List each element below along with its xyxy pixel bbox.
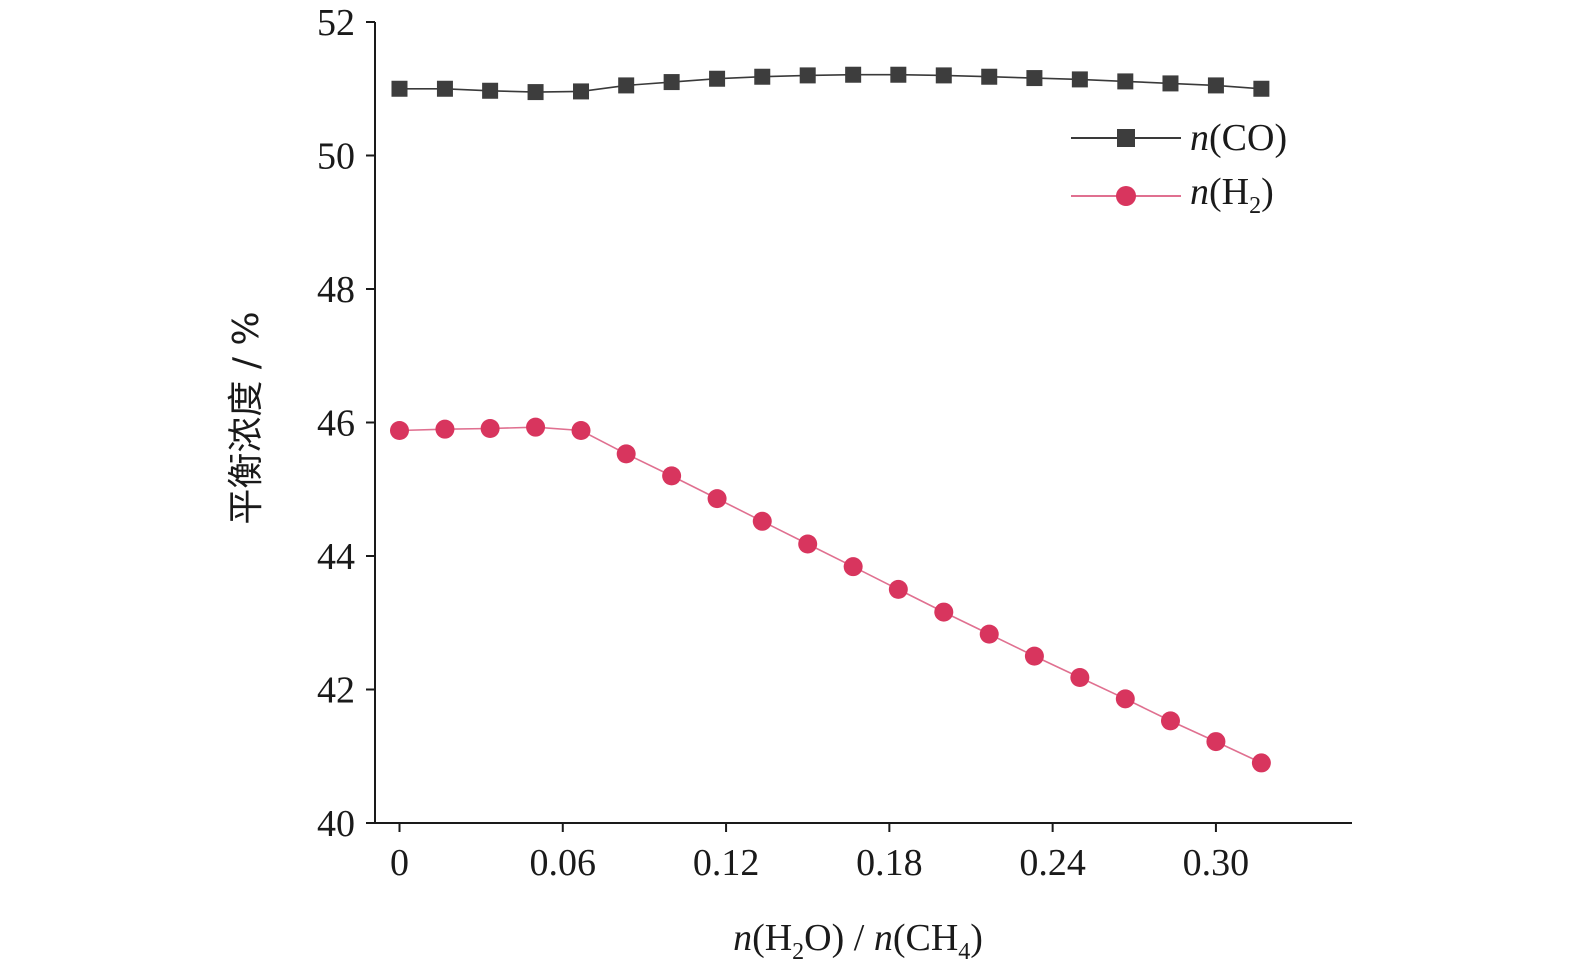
x-tick-label: 0.06 <box>530 842 597 884</box>
x-tick-label: 0.24 <box>1019 842 1086 884</box>
legend-marker-h2 <box>1116 186 1136 206</box>
data-point-h2 <box>707 489 727 509</box>
x-title-n2: n <box>874 917 893 959</box>
data-point-co <box>1207 77 1224 94</box>
x-title-part3: (CH <box>893 917 958 959</box>
series-co <box>391 66 1270 101</box>
x-tick-label: 0.12 <box>693 842 760 884</box>
data-point-h2 <box>843 557 863 577</box>
axes: 40 42 44 46 48 50 52 0 0.06 0.12 0.18 0.24 0.30 <box>317 2 1352 884</box>
y-axis-title: 平衡浓度 / % <box>226 311 267 524</box>
data-point-co <box>981 68 998 85</box>
x-title-part4: ) <box>970 917 983 959</box>
series-h2 <box>389 417 1271 773</box>
legend-item-co: n(CO) <box>1071 117 1287 159</box>
x-tick-label: 0.30 <box>1183 842 1250 884</box>
y-tick-label: 48 <box>317 269 355 311</box>
x-tick-label: 0 <box>390 842 409 884</box>
x-title-part2: O) / <box>804 917 874 959</box>
data-point-h2 <box>526 417 546 437</box>
data-point-h2 <box>389 421 409 441</box>
data-point-co <box>391 80 408 97</box>
data-point-h2 <box>1206 732 1226 752</box>
data-point-co <box>482 82 499 99</box>
data-point-co <box>709 70 726 87</box>
data-point-h2 <box>798 534 818 554</box>
data-point-h2 <box>934 602 954 622</box>
legend: n(CO) n(H2) <box>1071 117 1287 219</box>
data-point-co <box>845 66 862 83</box>
y-tick-label: 40 <box>317 803 355 845</box>
x-title-part1: (H <box>752 917 792 959</box>
data-point-h2 <box>752 511 772 531</box>
x-title-sub1: 2 <box>792 939 804 965</box>
data-point-co <box>573 83 590 100</box>
legend-marker-co <box>1117 129 1135 147</box>
data-point-h2 <box>435 419 455 439</box>
data-point-co <box>1162 75 1179 92</box>
data-point-co <box>1117 73 1134 90</box>
data-point-co <box>436 80 453 97</box>
data-point-h2 <box>1251 753 1271 773</box>
y-tick-label: 46 <box>317 403 355 445</box>
x-tick-label: 0.18 <box>856 842 923 884</box>
data-point-co <box>527 84 544 101</box>
data-point-h2 <box>888 579 908 599</box>
data-point-h2 <box>571 421 591 441</box>
data-point-h2 <box>1160 711 1180 731</box>
data-point-h2 <box>1024 646 1044 666</box>
data-point-co <box>1253 80 1270 97</box>
data-point-h2 <box>616 444 636 464</box>
legend-label-h2: n(H2) <box>1190 171 1274 219</box>
x-axis-title: n(H2O) / n(CH4) <box>733 917 983 965</box>
y-tick-label: 50 <box>317 136 355 178</box>
data-point-h2 <box>1115 689 1135 709</box>
series-layer <box>389 66 1271 773</box>
y-tick-label: 42 <box>317 670 355 712</box>
data-point-co <box>1071 71 1088 88</box>
data-point-h2 <box>480 419 500 439</box>
data-point-co <box>663 74 680 91</box>
data-point-co <box>618 77 635 94</box>
x-title-sub2: 4 <box>958 939 970 965</box>
legend-item-h2: n(H2) <box>1071 171 1274 219</box>
data-point-co <box>799 67 816 84</box>
x-title-n1: n <box>733 917 752 959</box>
series-line-h2 <box>399 426 1262 764</box>
data-point-h2 <box>1070 667 1090 687</box>
data-point-co <box>890 66 907 83</box>
data-point-co <box>754 68 771 85</box>
legend-label-co: n(CO) <box>1190 117 1287 159</box>
data-point-co <box>935 67 952 84</box>
data-point-h2 <box>979 624 999 644</box>
data-point-h2 <box>662 466 682 486</box>
y-tick-label: 44 <box>317 536 355 578</box>
y-tick-label: 52 <box>317 2 355 44</box>
data-point-co <box>1026 70 1043 87</box>
